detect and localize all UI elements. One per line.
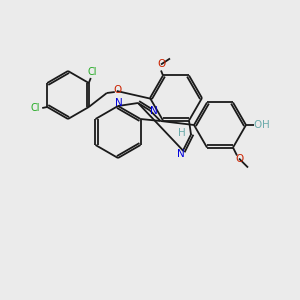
Text: O: O <box>235 154 243 164</box>
Text: H: H <box>262 120 270 130</box>
Text: O: O <box>157 59 165 70</box>
Text: N: N <box>177 148 185 158</box>
Text: O: O <box>114 85 122 95</box>
Text: Cl: Cl <box>31 103 40 113</box>
Text: N: N <box>150 106 158 116</box>
Text: N: N <box>115 98 123 108</box>
Text: H: H <box>178 128 186 137</box>
Text: O: O <box>254 120 262 130</box>
Text: Cl: Cl <box>87 67 97 77</box>
